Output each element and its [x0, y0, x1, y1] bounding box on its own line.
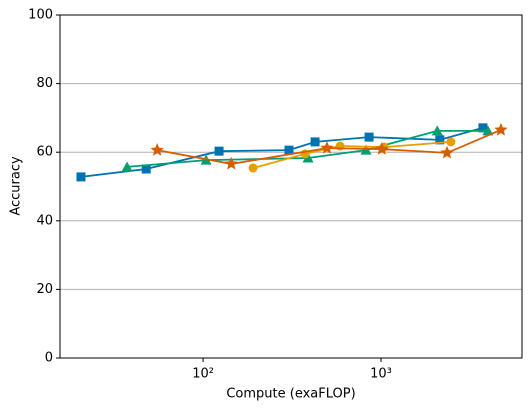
marker — [76, 172, 86, 182]
x-tick-label: 10² — [192, 367, 214, 382]
marker — [302, 152, 314, 163]
x-tick-label: 10³ — [370, 367, 392, 382]
marker — [478, 123, 488, 133]
marker — [364, 132, 374, 142]
y-tick-label: 40 — [36, 213, 53, 228]
marker — [440, 145, 454, 159]
marker — [284, 145, 294, 155]
y-tick-label: 80 — [36, 76, 53, 91]
y-axis-label: Accuracy — [9, 156, 24, 216]
marker — [375, 142, 389, 155]
marker — [150, 143, 164, 156]
series-line — [127, 130, 488, 168]
y-tick-label: 60 — [36, 145, 53, 160]
plot-frame — [59, 14, 523, 359]
series-line — [157, 129, 502, 165]
y-tick-label: 20 — [36, 282, 53, 297]
y-tick-label: 0 — [45, 351, 53, 366]
marker — [141, 164, 151, 174]
marker — [310, 137, 320, 147]
marker — [214, 146, 224, 156]
marker — [494, 122, 508, 136]
marker — [431, 125, 443, 136]
series-line — [80, 126, 484, 178]
x-axis-label: Compute (exaFLOP) — [226, 387, 355, 402]
marker — [435, 135, 445, 145]
marker — [482, 125, 494, 136]
marker — [446, 137, 456, 147]
marker — [320, 141, 334, 154]
y-tick-label: 100 — [28, 8, 53, 23]
marker — [224, 156, 238, 170]
marker — [248, 163, 258, 173]
marker — [121, 161, 133, 172]
